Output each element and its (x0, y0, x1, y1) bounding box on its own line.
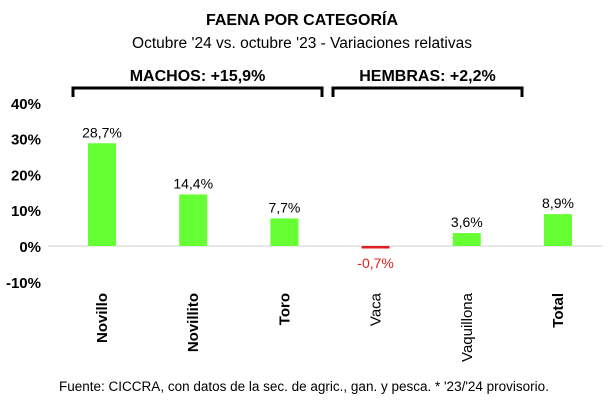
data-label: -0,7% (357, 255, 394, 271)
data-label: 3,6% (451, 214, 483, 230)
x-tick-label: Vaca (368, 292, 385, 326)
chart-subtitle: Octubre '24 vs. octubre '23 - Variacione… (132, 35, 472, 52)
y-tick-label: 0% (19, 239, 41, 256)
y-tick-label: 20% (11, 167, 41, 184)
x-tick-label: Toro (276, 293, 293, 325)
x-tick-label: Vaquillona (459, 292, 476, 362)
bar-novillo (88, 143, 116, 246)
y-axis: 40% 30% 20% 10% 0% -10% (6, 96, 41, 292)
data-label: 7,7% (268, 199, 300, 215)
bars: 28,7% Novillo 14,4% Novillito 7,7% Toro -0,7% V… (82, 124, 574, 362)
x-tick-label: Novillo (94, 293, 111, 343)
y-tick-label: 40% (11, 96, 41, 113)
data-label: 8,9% (542, 195, 574, 211)
y-tick-label: -10% (6, 275, 41, 292)
bar-toro (270, 218, 299, 246)
group-bracket (331, 86, 524, 97)
y-tick-label: 10% (11, 203, 41, 220)
group-label: MACHOS: +15,9% (130, 68, 266, 85)
chart-title: FAENA POR CATEGORÍA (206, 10, 398, 29)
group-bracket (71, 86, 324, 97)
x-tick-label: Novillito (185, 293, 202, 352)
group-label: HEMBRAS: +2,2% (359, 68, 495, 85)
y-tick-label: 30% (11, 132, 41, 149)
data-label: 28,7% (82, 124, 122, 140)
bar-total (544, 214, 572, 246)
chart-footer: Fuente: CICCRA, con datos de la sec. de … (59, 379, 549, 394)
x-tick-label: Total (550, 293, 567, 328)
bar-vaca (361, 246, 390, 249)
bar-vaquillona (452, 233, 481, 246)
group-brackets: MACHOS: +15,9% HEMBRAS: +2,2% (71, 68, 524, 97)
bar-novillito (179, 194, 208, 246)
data-label: 14,4% (173, 175, 213, 191)
